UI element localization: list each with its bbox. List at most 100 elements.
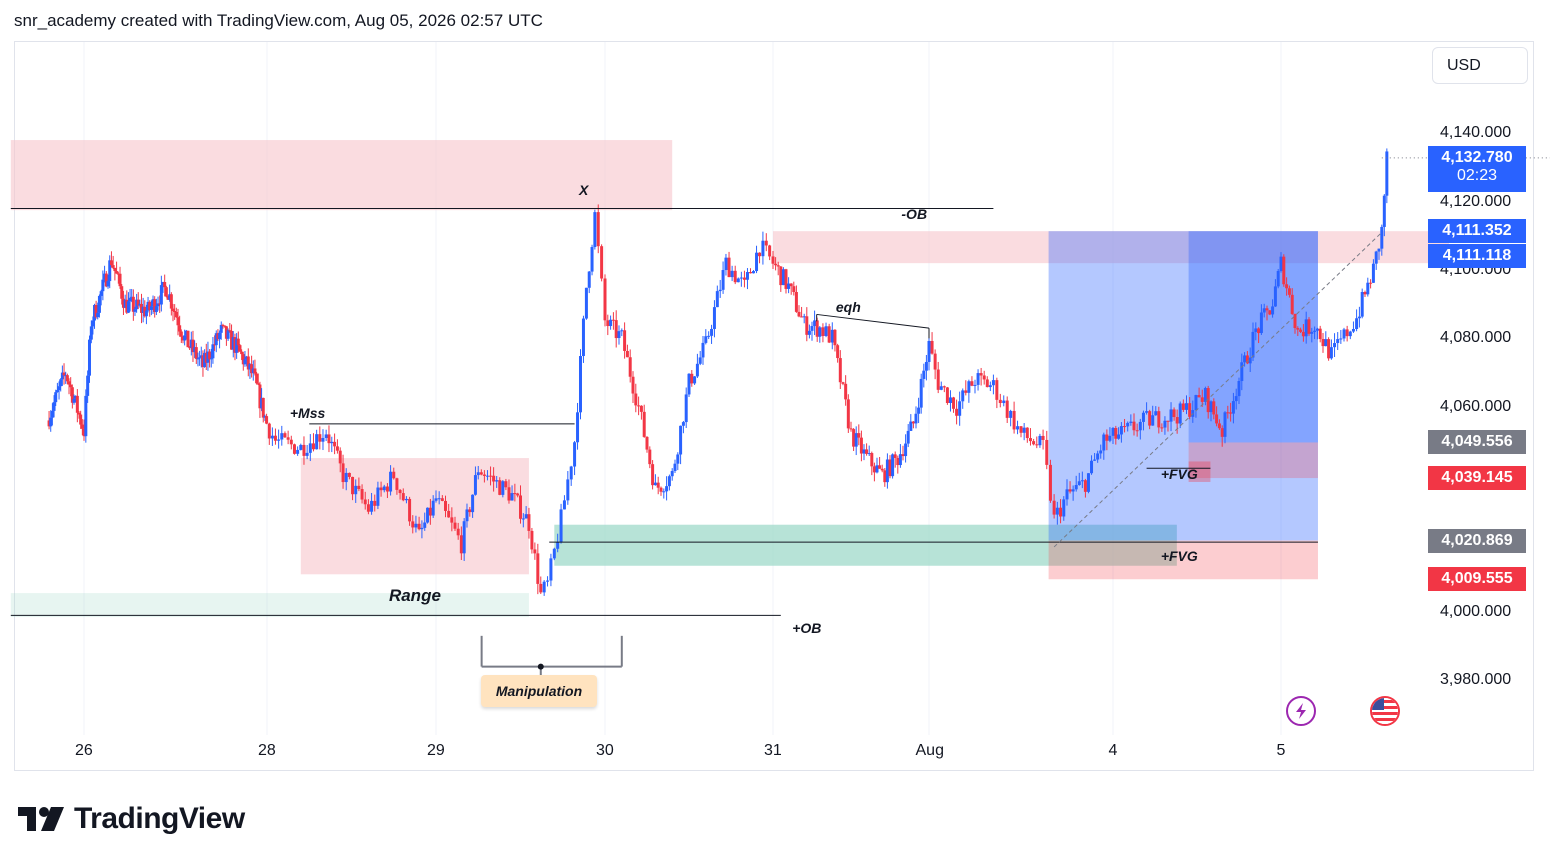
candle-body bbox=[1022, 427, 1026, 433]
candle-body bbox=[401, 493, 405, 501]
candle-body bbox=[261, 397, 265, 418]
candle-body bbox=[1234, 396, 1238, 402]
candle-body bbox=[893, 454, 897, 458]
price-tick-label: 4,120.000 bbox=[1440, 192, 1512, 210]
time-tick-label: 31 bbox=[764, 742, 782, 759]
candle-body bbox=[1194, 395, 1198, 411]
candle-body bbox=[447, 510, 451, 518]
price-badge: 4,009.555 bbox=[1428, 567, 1526, 592]
candle-body bbox=[670, 471, 674, 477]
candle-body bbox=[208, 351, 212, 360]
candle-body bbox=[1071, 489, 1075, 492]
price-tick-label: 4,000.000 bbox=[1440, 602, 1512, 620]
chart-frame[interactable] bbox=[14, 41, 1534, 771]
price-badge-value: 4,020.869 bbox=[1441, 531, 1513, 549]
candle-body bbox=[1345, 329, 1349, 337]
candle-body bbox=[191, 339, 195, 353]
candle-body bbox=[148, 301, 152, 310]
annotation-label: +OB bbox=[792, 620, 822, 636]
candle-body bbox=[792, 286, 796, 293]
candle-body bbox=[141, 306, 145, 313]
candle-body bbox=[351, 476, 355, 495]
candle-body bbox=[62, 372, 66, 376]
candle-body bbox=[1237, 381, 1241, 397]
candle-body bbox=[1212, 401, 1216, 415]
candle-body bbox=[1226, 412, 1230, 414]
candle-body bbox=[189, 339, 193, 348]
candle-body bbox=[991, 380, 995, 386]
candle-body bbox=[875, 465, 879, 473]
candle-body bbox=[130, 296, 134, 298]
candle-body bbox=[1038, 435, 1042, 446]
candle-body bbox=[256, 383, 260, 385]
long-position-loss bbox=[1188, 442, 1318, 479]
candle-body bbox=[1351, 328, 1355, 332]
candle-body bbox=[104, 273, 108, 287]
candle-body bbox=[784, 269, 788, 289]
candle-body bbox=[781, 269, 785, 286]
annotation-label: -OB bbox=[901, 206, 928, 223]
candle-body bbox=[614, 320, 618, 339]
candle-body bbox=[768, 245, 772, 257]
candle-body bbox=[179, 331, 183, 337]
candle-body bbox=[82, 428, 86, 437]
candle-body bbox=[611, 319, 615, 321]
candle-body bbox=[985, 379, 989, 388]
candle-body bbox=[870, 453, 874, 467]
candle-body bbox=[392, 471, 396, 479]
candle-body bbox=[216, 333, 220, 340]
fvg-zone bbox=[1188, 461, 1211, 482]
candle-body bbox=[106, 281, 110, 287]
candle-body bbox=[609, 319, 613, 327]
candle-body bbox=[203, 352, 207, 367]
annotation-label: +Mss bbox=[289, 404, 326, 421]
time-tick-label: 5 bbox=[1276, 742, 1286, 759]
candle-body bbox=[250, 364, 254, 374]
candle-body bbox=[57, 386, 61, 391]
candle-body bbox=[235, 338, 239, 353]
candle-body bbox=[131, 296, 135, 312]
candle-body bbox=[465, 509, 469, 522]
candle-body bbox=[238, 345, 242, 352]
candle-body bbox=[1229, 412, 1233, 414]
candle-body bbox=[742, 277, 746, 280]
price-tick-label: 4,140.000 bbox=[1440, 124, 1512, 142]
candle-body bbox=[909, 421, 913, 431]
candle-body bbox=[1123, 426, 1127, 428]
candle-body bbox=[64, 375, 68, 377]
candle-body bbox=[846, 399, 850, 429]
candle-body bbox=[1380, 226, 1384, 249]
candle-body bbox=[1293, 313, 1297, 329]
candle-body bbox=[333, 441, 337, 447]
candle-body bbox=[370, 500, 374, 512]
candle-body bbox=[883, 470, 887, 483]
candle-body bbox=[417, 523, 421, 530]
candle-body bbox=[924, 361, 928, 371]
lightning-icon[interactable] bbox=[1286, 696, 1316, 726]
candle-body bbox=[459, 535, 463, 554]
candle-body bbox=[1385, 151, 1389, 196]
time-tick-label: 29 bbox=[427, 742, 445, 759]
candle-body bbox=[704, 336, 708, 343]
candle-body bbox=[230, 330, 234, 350]
candle-body bbox=[603, 278, 607, 321]
candle-body bbox=[462, 521, 466, 554]
candle-body bbox=[673, 463, 677, 472]
candle-body bbox=[1257, 328, 1261, 334]
candle-body bbox=[318, 434, 322, 442]
candle-body bbox=[1324, 339, 1328, 347]
candle-body bbox=[181, 336, 185, 341]
us-flag-icon[interactable] bbox=[1370, 696, 1400, 726]
candle-body bbox=[258, 384, 262, 409]
candle-body bbox=[223, 325, 227, 327]
candle-body bbox=[1215, 414, 1219, 424]
candle-body bbox=[625, 350, 629, 358]
currency-selector[interactable]: USD bbox=[1432, 47, 1528, 84]
candle-body bbox=[859, 437, 863, 454]
long-position-profit bbox=[1048, 231, 1318, 541]
candle-body bbox=[976, 373, 980, 385]
candle-body bbox=[645, 436, 649, 450]
candle-body bbox=[730, 270, 734, 278]
candle-body bbox=[253, 368, 257, 374]
